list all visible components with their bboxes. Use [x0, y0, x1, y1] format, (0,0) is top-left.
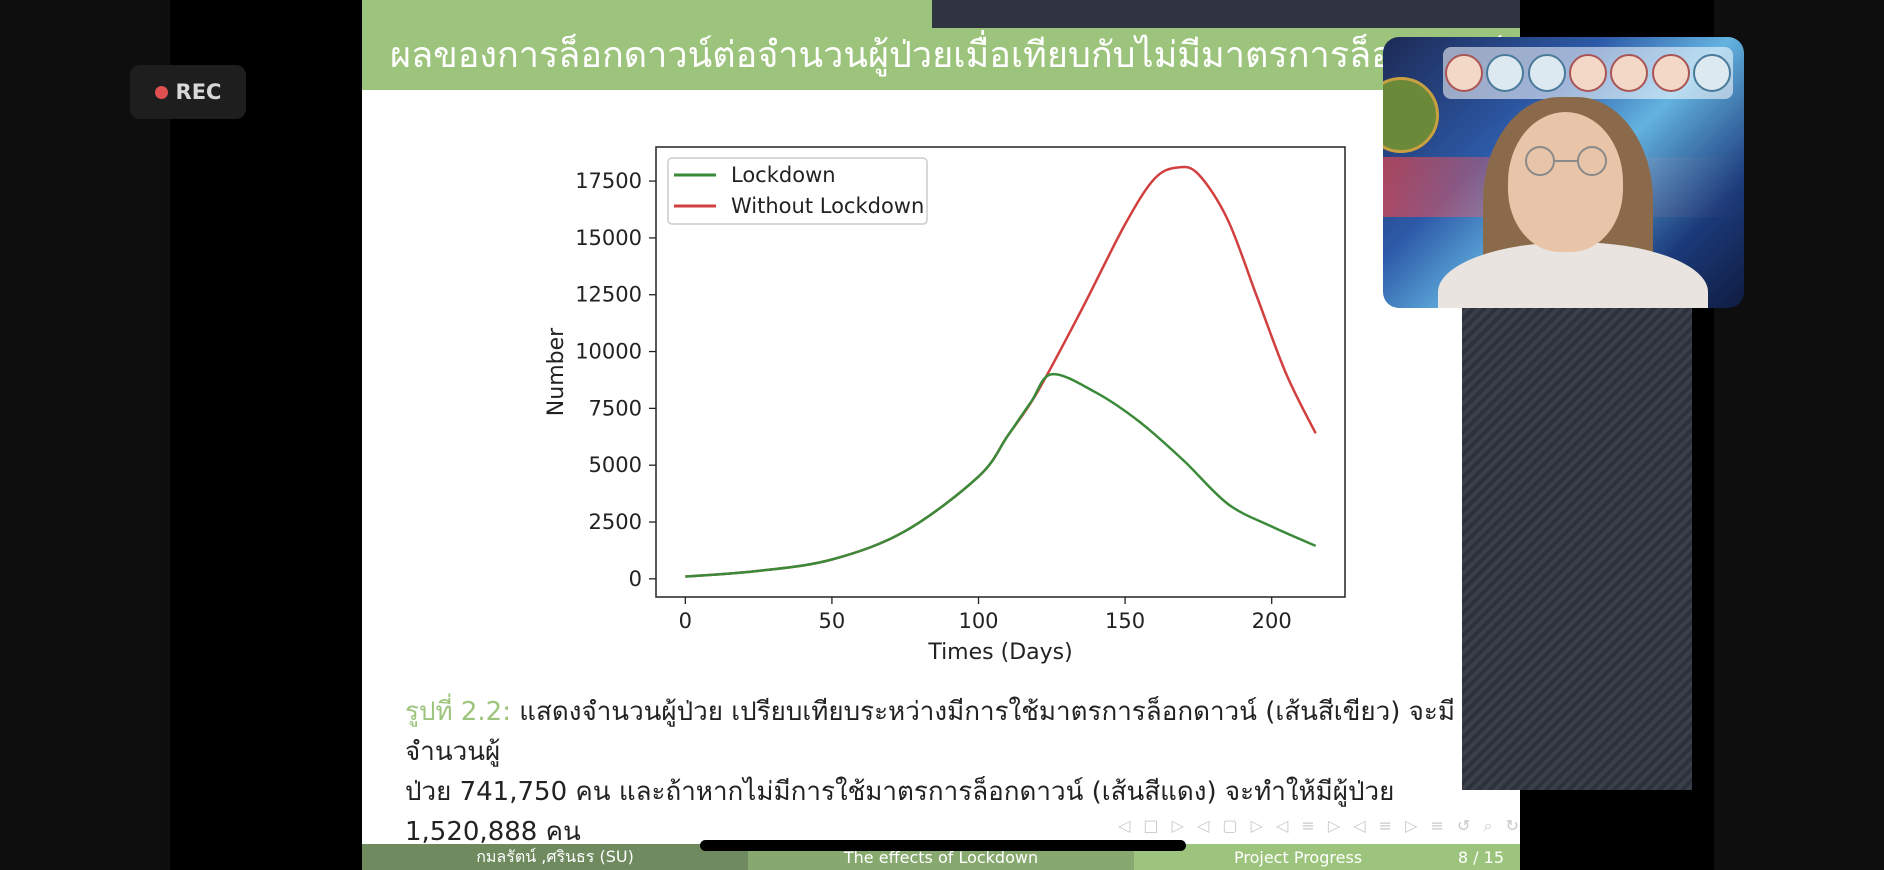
- footer-section-label: Project Progress: [1234, 847, 1363, 867]
- event-logo-icon: [1383, 77, 1439, 153]
- presenter-face: [1508, 112, 1623, 252]
- glasses-icon: [1525, 146, 1607, 176]
- logo-icon: [1693, 54, 1732, 92]
- logo-icon: [1651, 54, 1690, 92]
- series-line: [685, 373, 1317, 578]
- logo-icon: [1486, 54, 1525, 92]
- footer-author: กมลรัตน์ ,ศรินธร (SU): [362, 844, 748, 870]
- caption-line-2: ป่วย 741,750 คน และถ้าหากไม่มีการใช้มาตร…: [405, 777, 1395, 847]
- logo-icon: [1568, 54, 1607, 92]
- webcam-video-overlay[interactable]: [1383, 37, 1744, 308]
- logo-icon: [1527, 54, 1566, 92]
- y-tick-label: 12500: [575, 283, 642, 307]
- x-tick-label: 150: [1105, 609, 1145, 633]
- y-tick-label: 5000: [589, 453, 642, 477]
- record-dot-icon: [154, 85, 168, 99]
- y-tick-label: 0: [629, 567, 642, 591]
- x-tick-label: 100: [958, 609, 998, 633]
- footer-page-number: 8 / 15: [1457, 847, 1504, 867]
- caption-line-1: แสดงจำนวนผู้ป่วย เปรียบเทียบระหว่างมีการ…: [405, 697, 1455, 767]
- university-logos: [1443, 47, 1733, 99]
- legend-box: [667, 157, 928, 225]
- y-axis-label: Number: [544, 327, 569, 416]
- slide-title: ผลของการล็อกดาวน์ต่อจำนวนผู้ป่วยเมื่อเที…: [390, 35, 1503, 76]
- legend-label: Lockdown: [731, 163, 836, 187]
- side-panel: [1462, 300, 1692, 790]
- slide-navigation-icons[interactable]: ◁ □ ▷ ◁ ▢ ▷ ◁ ≡ ▷ ◁ ≡ ▷ ≡ ↺ ⌕ ↻: [1118, 816, 1523, 835]
- y-tick-label: 10000: [575, 340, 642, 364]
- x-tick-label: 50: [819, 609, 846, 633]
- recording-label: REC: [175, 80, 222, 104]
- logo-icon: [1610, 54, 1649, 92]
- figure-caption: รูปที่ 2.2: แสดงจำนวนผู้ป่วย เปรียบเทียบ…: [405, 692, 1465, 852]
- y-tick-label: 7500: [589, 396, 642, 420]
- y-tick-label: 2500: [589, 510, 642, 534]
- recording-indicator: REC: [130, 65, 246, 119]
- footer-section: Project Progress 8 / 15: [1134, 844, 1520, 870]
- y-tick-label: 17500: [575, 169, 642, 193]
- left-letterbox: [0, 0, 170, 870]
- home-indicator[interactable]: [700, 840, 1186, 851]
- x-tick-label: 200: [1252, 609, 1292, 633]
- logo-icon: [1444, 54, 1483, 92]
- x-tick-label: 0: [679, 609, 692, 633]
- caption-prefix: รูปที่ 2.2:: [405, 697, 511, 727]
- top-overlay-strip: [932, 0, 1520, 28]
- y-tick-label: 15000: [575, 226, 642, 250]
- x-axis-label: Times (Days): [927, 640, 1072, 665]
- legend-label: Without Lockdown: [731, 194, 924, 218]
